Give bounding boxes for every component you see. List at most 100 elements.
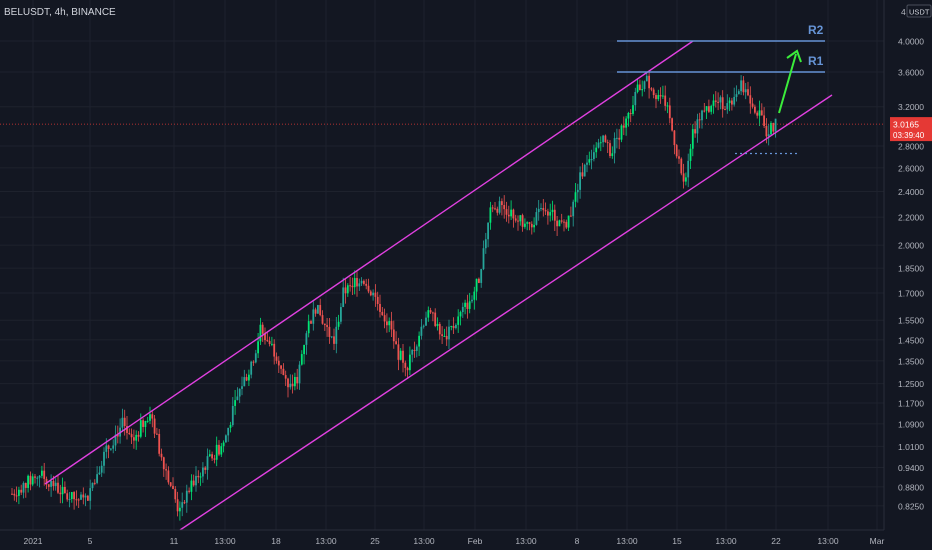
candle-body — [482, 248, 485, 270]
candle-body — [185, 490, 188, 503]
candle-body — [38, 475, 41, 478]
candle-body — [438, 323, 441, 335]
channel-lower-line[interactable] — [179, 94, 833, 531]
candle-body — [363, 280, 365, 284]
candle-body — [381, 311, 384, 316]
candle-body — [317, 305, 319, 314]
candle-body — [590, 159, 593, 161]
candle-body — [549, 212, 552, 216]
price-tick-label: 0.8800 — [898, 482, 924, 492]
last-price-badge — [890, 117, 932, 142]
candle-body — [505, 209, 508, 215]
time-tick-label: 25 — [370, 536, 380, 546]
candle-body — [188, 490, 190, 492]
candle-body — [616, 137, 618, 139]
candle-body — [29, 475, 32, 485]
candle-body — [703, 110, 706, 112]
candle-body — [402, 350, 404, 363]
candle-body — [528, 222, 531, 224]
candle-body — [181, 502, 184, 508]
candle-body — [215, 444, 218, 460]
price-tick-label: 3.6000 — [898, 68, 924, 78]
candle-body — [643, 81, 646, 89]
candle-body — [337, 321, 340, 327]
candle-body — [303, 344, 305, 355]
candle-body — [774, 118, 777, 132]
projection-arrow-icon[interactable] — [778, 53, 797, 114]
candle-body — [202, 467, 204, 477]
time-tick-label: 13:00 — [616, 536, 638, 546]
candle-body — [468, 301, 471, 309]
time-tick-label: 18 — [271, 536, 281, 546]
candle-body — [731, 100, 733, 105]
candle-body — [678, 156, 680, 159]
candle-body — [84, 495, 87, 498]
price-tick-label: 1.0900 — [898, 419, 924, 429]
candle-body — [501, 201, 503, 206]
time-tick-label: 13:00 — [715, 536, 737, 546]
candle-body — [179, 507, 181, 512]
candle-body — [64, 486, 66, 494]
candle-body — [632, 105, 634, 114]
candle-body — [484, 239, 487, 249]
candle-body — [130, 434, 133, 438]
candle-body — [574, 192, 577, 202]
candle-body — [321, 315, 324, 324]
candle-body — [139, 420, 142, 437]
candle-body — [319, 305, 322, 316]
candle-body — [427, 310, 430, 318]
candle-body — [107, 445, 110, 449]
price-axis[interactable]: 0.8250 0.8800 0.9400 1.0100 1.0900 1.1700 1.25… — [883, 0, 932, 550]
candle-body — [404, 362, 407, 368]
candle-body — [503, 205, 506, 210]
candle-body — [758, 110, 761, 116]
candle-body — [61, 486, 64, 495]
time-tick-label: 13:00 — [315, 536, 337, 546]
candle-body — [93, 482, 96, 484]
candle-body — [390, 321, 393, 330]
candle-body — [310, 321, 312, 324]
candle-body — [365, 283, 368, 286]
candle-body — [66, 493, 69, 500]
candle-body — [514, 218, 517, 221]
candle-body — [747, 89, 749, 96]
level-r2-label: R2 — [808, 23, 824, 37]
candle-body — [406, 367, 409, 371]
candle-body — [611, 153, 614, 157]
candle-body — [579, 172, 581, 190]
candle-body — [395, 341, 397, 345]
candle-body — [142, 420, 144, 427]
candle-body — [413, 349, 416, 351]
time-tick-label: 5 — [88, 536, 93, 546]
candle-body — [744, 89, 747, 93]
candle-body — [664, 95, 667, 106]
candle-body — [126, 425, 128, 433]
channel-upper-line[interactable] — [44, 40, 694, 485]
candle-body — [691, 129, 694, 149]
time-axis[interactable]: 2021 5 11 13:00 18 13:00 25 13:00 Feb 13:00 8 13:00… — [0, 529, 884, 546]
candle-body — [13, 493, 16, 496]
candle-body — [429, 310, 432, 313]
candle-body — [627, 113, 630, 119]
currency-box[interactable] — [906, 4, 932, 18]
candle-body — [11, 493, 13, 495]
candle-body — [77, 499, 80, 501]
candle-body — [20, 489, 23, 493]
candle-body — [128, 432, 131, 435]
candle-body — [358, 283, 361, 287]
price-tick-label: 0.8250 — [898, 501, 924, 511]
candle-body — [740, 80, 742, 92]
candle-body — [312, 309, 315, 324]
candle-body — [75, 499, 78, 501]
candle-body — [443, 335, 446, 337]
candle-body — [733, 96, 736, 105]
level-r1-label: R1 — [808, 54, 824, 68]
candle-body — [441, 334, 443, 336]
price-tick-label: 2.2000 — [898, 213, 924, 223]
candle-body — [227, 427, 230, 436]
candle-body — [639, 84, 641, 91]
candle-body — [105, 445, 108, 452]
candle-body — [448, 326, 450, 340]
